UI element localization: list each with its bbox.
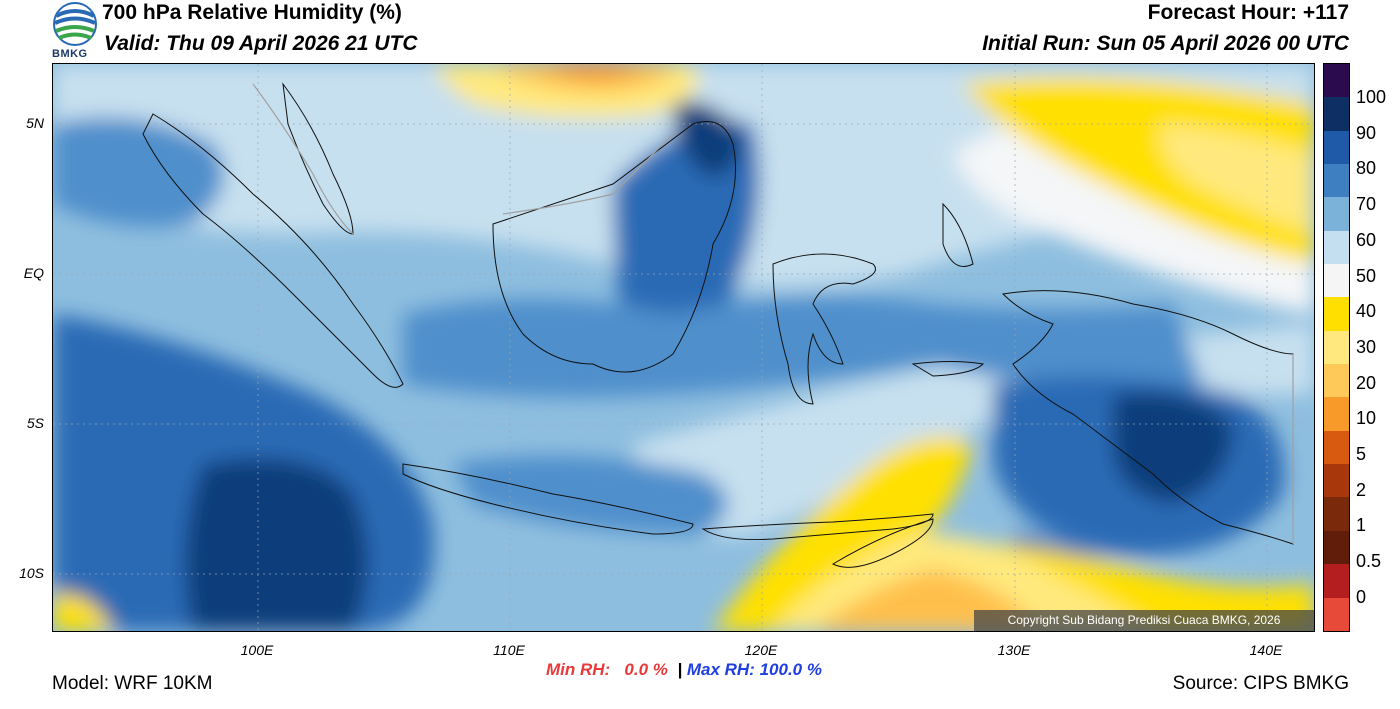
colorbar-tick-label: 0.5 [1356, 551, 1382, 572]
lat-label-10s: 10S [19, 565, 44, 581]
colorbar-tick-label: 10 [1356, 408, 1377, 429]
humidity-map [52, 63, 1315, 632]
borders [252, 83, 1294, 544]
humidity-field [53, 64, 1314, 631]
colorbar-segment [1324, 497, 1349, 531]
lat-label-5s: 5S [26, 415, 44, 431]
lon-label-140e: 140E [1249, 642, 1283, 658]
colorbar-tick-label: 30 [1356, 336, 1377, 357]
colorbar-segment [1324, 97, 1349, 131]
colorbar-segment [1324, 64, 1349, 98]
colorbar-segment [1324, 230, 1349, 265]
colorbar-segment [1324, 530, 1349, 565]
model-label: Model: WRF 10KM [52, 673, 213, 694]
logo-text: BMKG [52, 48, 88, 60]
min-rh-value: 0.0 % [624, 660, 668, 679]
colorbar-segment [1324, 597, 1349, 631]
copyright-notice: Copyright Sub Bidang Prediksi Cuaca BMKG… [974, 610, 1314, 631]
colorbar-tick-label: 2 [1356, 479, 1367, 500]
colorbar-segment [1324, 197, 1349, 231]
coastlines [142, 82, 1294, 568]
colorbar-tick-label: 90 [1356, 122, 1377, 143]
colorbar-segment [1324, 264, 1349, 298]
grid-lines [53, 64, 1314, 631]
colorbar [1323, 63, 1350, 632]
initial-run: Initial Run: Sun 05 April 2026 00 UTC [982, 32, 1349, 55]
min-rh-label: Min RH: [546, 660, 611, 679]
colorbar-tick-label: 1 [1356, 515, 1367, 536]
lat-label-eq: EQ [23, 265, 44, 281]
colorbar-segment [1324, 564, 1349, 598]
max-rh-label: Max RH: [686, 660, 755, 679]
valid-time: Valid: Thu 09 April 2026 21 UTC [104, 32, 418, 55]
colorbar-segment [1324, 130, 1349, 165]
colorbar-segment [1324, 297, 1349, 331]
lon-label-100e: 100E [240, 642, 274, 658]
max-rh-value: 100.0 % [759, 660, 822, 679]
forecast-hour: Forecast Hour: +117 [1147, 1, 1349, 24]
colorbar-tick-label: 80 [1356, 158, 1377, 179]
min-max-summary: Min RH: 0.0 % | Max RH: 100.0 % [546, 660, 822, 680]
min-max-separator: | [677, 660, 683, 679]
lon-label-120e: 120E [744, 642, 778, 658]
lon-label-110e: 110E [493, 642, 525, 658]
colorbar-segment [1324, 464, 1349, 498]
colorbar-segment [1324, 330, 1349, 365]
colorbar-segment [1324, 364, 1349, 398]
colorbar-tick-label: 0 [1356, 586, 1367, 607]
colorbar-tick-label: 60 [1356, 229, 1377, 250]
colorbar-segment [1324, 164, 1349, 198]
colorbar-segment [1324, 430, 1349, 465]
colorbar-tick-label: 20 [1356, 372, 1377, 393]
colorbar-segment [1324, 397, 1349, 431]
colorbar-tick-label: 70 [1356, 194, 1377, 215]
colorbar-tick-label: 40 [1356, 301, 1377, 322]
source-label: Source: CIPS BMKG [1172, 673, 1349, 694]
colorbar-tick-label: 50 [1356, 265, 1377, 286]
lat-label-5n: 5N [26, 115, 44, 131]
colorbar-tick-label: 5 [1356, 444, 1367, 464]
lon-label-130e: 130E [997, 642, 1031, 658]
bmkg-logo [53, 2, 97, 46]
chart-title: 700 hPa Relative Humidity (%) [102, 1, 402, 24]
colorbar-tick-label: 100 [1356, 87, 1387, 107]
map-canvas [53, 64, 1314, 631]
